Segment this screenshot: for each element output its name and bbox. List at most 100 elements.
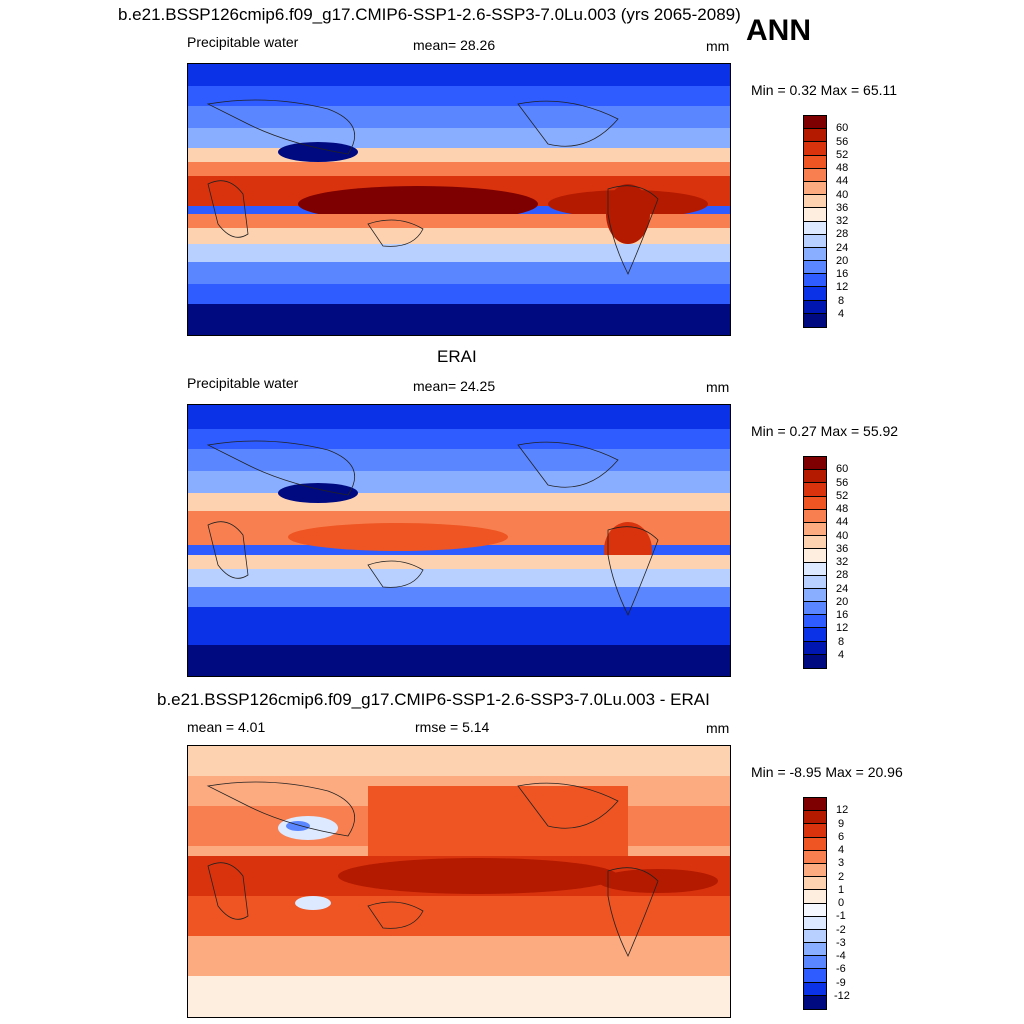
colorbar-tick: 1 xyxy=(838,884,845,896)
colorbar-tick: 40 xyxy=(836,189,849,201)
colorbar-tick: 32 xyxy=(836,556,849,568)
colorbar-tick: 4 xyxy=(838,844,845,856)
colorbar-segment xyxy=(804,287,826,301)
colorbar-segment xyxy=(804,588,826,603)
colorbar-tick: -12 xyxy=(834,990,850,1002)
precipitable-water-model-map xyxy=(188,64,730,335)
panel3-minmax: Min = -8.95 Max = 20.96 xyxy=(751,764,903,780)
colorbar-segment xyxy=(804,890,826,904)
precipitable-water-erai-map xyxy=(188,405,730,676)
colorbar-segment xyxy=(804,811,826,825)
colorbar-segment xyxy=(804,129,826,143)
panel1-map xyxy=(187,63,731,336)
case-title: b.e21.BSSP126cmip6.f09_g17.CMIP6-SSP1-2.… xyxy=(118,5,741,24)
colorbar-tick: 60 xyxy=(836,122,849,134)
colorbar-segment xyxy=(804,155,826,169)
colorbar-tick: 52 xyxy=(836,490,849,502)
colorbar-tick: -4 xyxy=(836,950,846,962)
colorbar-segment xyxy=(804,247,826,262)
colorbar-tick: 52 xyxy=(836,149,849,161)
colorbar-tick: 6 xyxy=(838,831,845,843)
colorbar-segment xyxy=(804,877,826,891)
panel2-title: ERAI xyxy=(437,347,477,366)
colorbar-segment xyxy=(804,195,826,209)
panel2-colorbar xyxy=(803,456,827,669)
colorbar-tick: 20 xyxy=(836,255,849,267)
colorbar-tick: 12 xyxy=(836,281,849,293)
colorbar-segment xyxy=(804,313,826,327)
colorbar-segment xyxy=(804,181,826,196)
colorbar-tick: 44 xyxy=(836,175,849,187)
colorbar-segment xyxy=(804,509,826,523)
panel3-rmse: rmse = 5.14 xyxy=(415,719,490,735)
colorbar-tick: -3 xyxy=(836,937,846,949)
colorbar-segment xyxy=(804,863,826,878)
colorbar-segment xyxy=(804,929,826,944)
colorbar-segment xyxy=(804,261,826,275)
colorbar-segment xyxy=(804,562,826,576)
colorbar-segment xyxy=(804,995,826,1009)
colorbar-segment xyxy=(804,798,826,812)
colorbar-tick: 4 xyxy=(838,308,845,320)
colorbar-tick: -2 xyxy=(836,924,846,936)
colorbar-segment xyxy=(804,641,826,655)
colorbar-segment xyxy=(804,943,826,957)
colorbar-tick: 60 xyxy=(836,463,849,475)
colorbar-segment xyxy=(804,654,826,668)
colorbar-tick: 16 xyxy=(836,268,849,280)
panel1-units: mm xyxy=(706,38,730,54)
colorbar-tick: 12 xyxy=(836,622,849,634)
colorbar-tick: 36 xyxy=(836,202,849,214)
colorbar-segment xyxy=(804,824,826,838)
panel2-mean: mean= 24.25 xyxy=(413,378,496,394)
panel2-units: mm xyxy=(706,379,730,395)
colorbar-tick: 16 xyxy=(836,609,849,621)
colorbar-segment xyxy=(804,142,826,156)
precipitable-water-difference-map xyxy=(188,746,730,1017)
colorbar-tick: 9 xyxy=(838,818,845,830)
colorbar-segment xyxy=(804,168,826,182)
colorbar-segment xyxy=(804,628,826,642)
colorbar-segment xyxy=(804,575,826,589)
colorbar-tick: 28 xyxy=(836,569,849,581)
colorbar-segment xyxy=(804,956,826,970)
colorbar-tick: 3 xyxy=(838,857,845,869)
colorbar-tick: -9 xyxy=(836,977,846,989)
colorbar-segment xyxy=(804,903,826,917)
panel2-map xyxy=(187,404,731,677)
colorbar-tick: 32 xyxy=(836,215,849,227)
colorbar-tick: 8 xyxy=(838,295,845,307)
panel3-colorbar xyxy=(803,797,827,1010)
colorbar-tick: 48 xyxy=(836,503,849,515)
colorbar-tick: 56 xyxy=(836,477,849,489)
colorbar-tick: 20 xyxy=(836,596,849,608)
colorbar-tick: 2 xyxy=(838,871,845,883)
panel1-variable: Precipitable water xyxy=(187,34,299,50)
panel1-minmax: Min = 0.32 Max = 65.11 xyxy=(751,82,898,98)
colorbar-segment xyxy=(804,116,826,130)
colorbar-tick: 36 xyxy=(836,543,849,555)
colorbar-segment xyxy=(804,602,826,616)
colorbar-segment xyxy=(804,496,826,510)
colorbar-tick: 48 xyxy=(836,162,849,174)
panel3-units: mm xyxy=(706,720,730,736)
colorbar-tick: 28 xyxy=(836,228,849,240)
colorbar-segment xyxy=(804,470,826,484)
colorbar-tick: 56 xyxy=(836,136,849,148)
panel2-variable: Precipitable water xyxy=(187,375,299,391)
colorbar-segment xyxy=(804,457,826,471)
colorbar-tick: -6 xyxy=(836,963,846,975)
colorbar-segment xyxy=(804,837,826,851)
colorbar-segment xyxy=(804,536,826,550)
panel1-mean: mean= 28.26 xyxy=(413,37,496,53)
panel3-map xyxy=(187,745,731,1018)
colorbar-segment xyxy=(804,615,826,629)
panel3-title: b.e21.BSSP126cmip6.f09_g17.CMIP6-SSP1-2.… xyxy=(157,690,710,709)
colorbar-segment xyxy=(804,850,826,864)
colorbar-tick: 0 xyxy=(838,897,845,909)
colorbar-tick: 40 xyxy=(836,530,849,542)
colorbar-segment xyxy=(804,234,826,248)
colorbar-segment xyxy=(804,300,826,314)
colorbar-tick: 12 xyxy=(836,804,849,816)
colorbar-segment xyxy=(804,208,826,222)
